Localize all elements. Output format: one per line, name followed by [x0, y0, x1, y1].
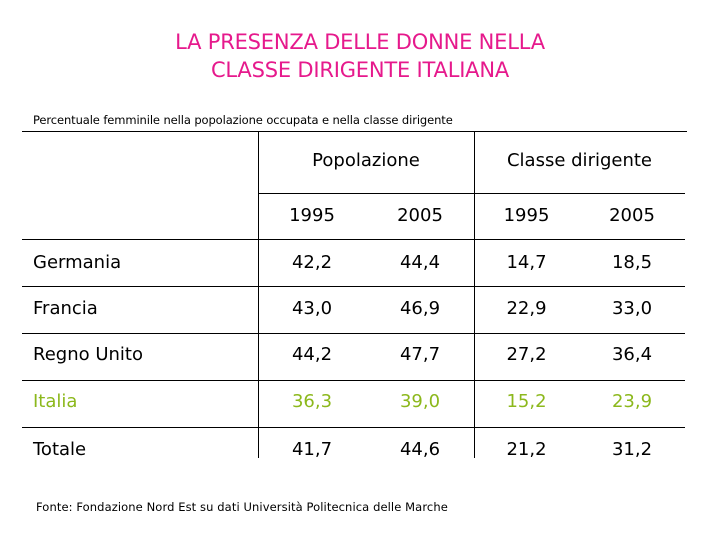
table-cell: 18,5 [611, 252, 653, 273]
table-cell: 21,2 [506, 439, 547, 460]
table-cell: 33,0 [611, 298, 653, 319]
row-label: Totale [33, 439, 87, 460]
table-cell: 42,2 [291, 252, 333, 273]
table-cell: 46,9 [399, 298, 441, 319]
row-rule-1 [22, 286, 685, 287]
row-label: Francia [33, 298, 98, 319]
row-rule-3 [22, 380, 685, 381]
table-cell: 14,7 [506, 252, 547, 273]
row-label: Regno Unito [33, 344, 143, 365]
table-cell: 36,4 [611, 344, 653, 365]
page-title: LA PRESENZA DELLE DONNE NELLA CLASSE DIR… [0, 28, 720, 84]
table-subtitle: Percentuale femminile nella popolazione … [33, 113, 453, 127]
title-line-1: LA PRESENZA DELLE DONNE NELLA [175, 30, 545, 54]
year-header: 1995 [289, 205, 335, 226]
top-rule [22, 131, 687, 132]
table-cell: 15,2 [506, 391, 547, 412]
row-label: Germania [33, 252, 122, 273]
year-header-rule [22, 239, 685, 240]
table-vertical-rule-left [258, 132, 259, 458]
group-header-rule [258, 193, 685, 194]
row-rule-4 [22, 427, 685, 428]
table-cell: 39,0 [399, 391, 441, 412]
table-cell: 22,9 [506, 298, 547, 319]
header-popolazione: Popolazione [312, 150, 420, 171]
table-cell: 36,3 [291, 391, 333, 412]
title-line-2: CLASSE DIRIGENTE ITALIANA [210, 58, 510, 82]
table-cell: 23,9 [611, 391, 653, 412]
row-rule-2 [22, 333, 685, 334]
table-cell: 43,0 [291, 298, 333, 319]
table-cell: 44,4 [399, 252, 441, 273]
source-note: Fonte: Fondazione Nord Est su dati Unive… [36, 500, 448, 514]
table-cell: 27,2 [506, 344, 547, 365]
header-classe-dirigente: Classe dirigente [506, 150, 653, 171]
table-vertical-rule-middle [474, 132, 475, 458]
table-cell: 41,7 [291, 439, 333, 460]
table-cell: 44,6 [399, 439, 441, 460]
year-header: 2005 [397, 205, 443, 226]
table-cell: 44,2 [291, 344, 333, 365]
year-header: 2005 [609, 205, 655, 226]
table-cell: 31,2 [611, 439, 653, 460]
table-cell: 47,7 [399, 344, 441, 365]
row-label: Italia [33, 391, 78, 412]
year-header: 1995 [503, 205, 550, 226]
